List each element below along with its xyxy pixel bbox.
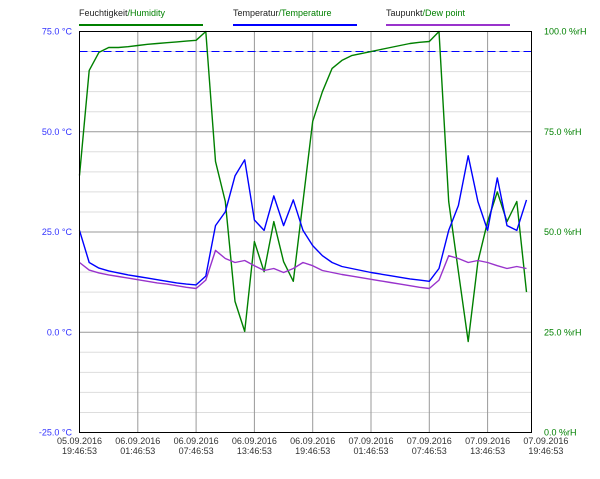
x-tick-date: 06.09.2016 [290, 436, 335, 446]
y-right-tick-label: 75.0 %rH [544, 127, 582, 137]
x-tick-time: 01:46:53 [353, 446, 388, 456]
x-tick-time: 13:46:53 [237, 446, 272, 456]
plot-frame [79, 31, 532, 433]
x-tick-time: 07:46:53 [412, 446, 447, 456]
x-tick-date: 07.09.2016 [348, 436, 393, 446]
x-tick-date: 06.09.2016 [115, 436, 160, 446]
x-tick-date: 06.09.2016 [174, 436, 219, 446]
x-tick-time: 19:46:53 [62, 446, 97, 456]
y-left-tick-label: 25.0 °C [42, 227, 73, 237]
y-left-tick-label: 75.0 °C [42, 27, 73, 37]
y-right-tick-label: 100.0 %rH [544, 27, 587, 37]
x-tick-time: 13:46:53 [470, 446, 505, 456]
y-left-tick-label: 50.0 °C [42, 127, 73, 137]
x-tick-date: 05.09.2016 [57, 436, 102, 446]
x-axis: 05.09.201619:46:5306.09.201601:46:5306.0… [57, 436, 568, 456]
series-line [79, 249, 527, 290]
x-tick-date: 07.09.2016 [523, 436, 568, 446]
legend-label: Taupunkt/Dew point [386, 8, 466, 18]
legend-item: Feuchtigkeit/Humidity [79, 8, 203, 26]
y-right-tick-label: 0.0 %rH [544, 428, 577, 438]
legend-label: Temperatur/Temperature [233, 8, 332, 18]
grid [79, 31, 532, 433]
x-tick-date: 07.09.2016 [407, 436, 452, 446]
x-tick-time: 19:46:53 [528, 446, 563, 456]
legend-item: Taupunkt/Dew point [386, 8, 510, 26]
y-left-tick-label: -25.0 °C [39, 428, 73, 438]
x-tick-date: 06.09.2016 [232, 436, 277, 446]
series-line [78, 155, 528, 286]
x-tick-date: 07.09.2016 [465, 436, 510, 446]
y-left-tick-label: 0.0 °C [47, 327, 73, 337]
y-axis-right: 100.0 %rH 75.0 %rH 50.0 %rH 25.0 %rH 0.0 %rH [544, 27, 587, 438]
legend-label: Feuchtigkeit/Humidity [79, 8, 166, 18]
legend: Feuchtigkeit/Humidity Temperatur/Temperat… [79, 8, 510, 26]
series-lines [78, 30, 528, 343]
x-tick-time: 07:46:53 [179, 446, 214, 456]
legend-item: Temperatur/Temperature [233, 8, 357, 26]
y-right-tick-label: 50.0 %rH [544, 227, 582, 237]
x-tick-time: 19:46:53 [295, 446, 330, 456]
y-right-tick-label: 25.0 %rH [544, 327, 582, 337]
y-axis-left: 75.0 °C 50.0 °C 25.0 °C 0.0 °C -25.0 °C [39, 27, 73, 438]
series-line [78, 30, 528, 343]
x-tick-time: 01:46:53 [120, 446, 155, 456]
